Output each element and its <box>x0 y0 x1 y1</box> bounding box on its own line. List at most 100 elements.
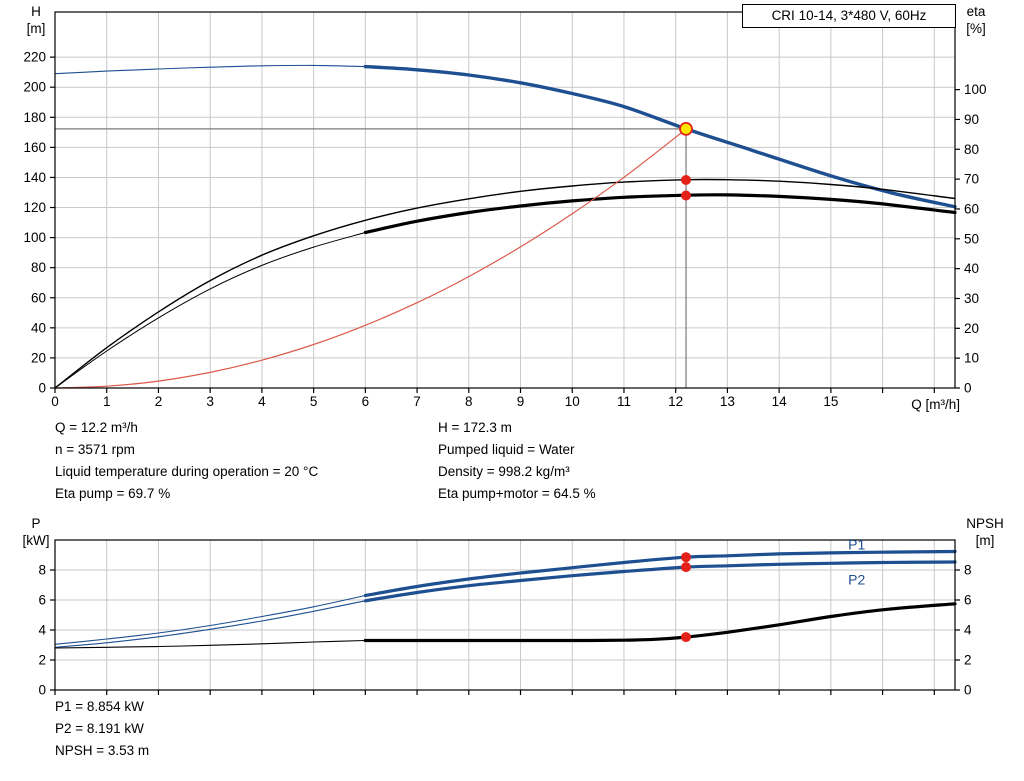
right-axis-title-unit: [%] <box>966 21 986 36</box>
gridlines <box>55 12 955 388</box>
right-tick-label: 4 <box>964 623 972 638</box>
summary-eta-pump: Eta pump = 69.7 % <box>55 486 171 501</box>
head-curve-thin <box>54 64 366 75</box>
left-tick-label: 100 <box>23 230 46 245</box>
left-tick-label: 0 <box>38 381 46 396</box>
left-tick-label: 220 <box>23 50 46 65</box>
summary-liquid: Pumped liquid = Water <box>438 442 575 457</box>
left-axis-title: P <box>31 516 40 531</box>
x-tick-label: 6 <box>362 394 370 409</box>
left-axis-title-unit: [kW] <box>23 533 50 548</box>
right-tick-label: 10 <box>964 351 979 366</box>
x-tick-label: 13 <box>720 394 735 409</box>
left-tick-label: 4 <box>38 623 46 638</box>
right-tick-label: 8 <box>964 563 972 578</box>
right-axis-title-unit: [m] <box>976 533 995 548</box>
right-tick-label: 90 <box>964 112 979 127</box>
power-npsh-chart: 0 2 4 6 8 0 2 4 6 8 P [kW] NPSH [m] P1 P2 <box>23 516 1004 698</box>
summary-head: H = 172.3 m <box>438 420 512 435</box>
power-summary: P1 = 8.854 kW P2 = 8.191 kW NPSH = 3.53 … <box>55 696 149 762</box>
duty-point-marker[interactable] <box>679 121 693 136</box>
eta-pump-motor-marker <box>681 190 691 201</box>
eta-pump-motor-curve-thin <box>54 232 366 389</box>
right-tick-label: 2 <box>964 653 972 668</box>
left-tick-label: 60 <box>31 290 46 305</box>
x-tick-label: 4 <box>258 394 266 409</box>
right-tick-label: 20 <box>964 321 979 336</box>
plot-border <box>54 539 956 691</box>
summary-flow: Q = 12.2 m³/h <box>55 420 138 435</box>
summary-eta-pump-motor: Eta pump+motor = 64.5 % <box>438 486 596 501</box>
x-tick-label: 3 <box>206 394 214 409</box>
left-axis-title: H <box>31 4 41 19</box>
x-tick-label: 5 <box>310 394 318 409</box>
duty-summary-left: Q = 12.2 m³/h n = 3571 rpm Liquid temper… <box>55 417 318 505</box>
p1-curve-thin <box>54 594 366 645</box>
left-tick-label: 200 <box>23 80 46 95</box>
x-tick-label: 1 <box>103 394 111 409</box>
p2-marker <box>681 562 691 573</box>
summary-p2: P2 = 8.191 kW <box>55 721 144 736</box>
left-axis-title-unit: [m] <box>27 21 46 36</box>
right-tick-label: 100 <box>964 82 987 97</box>
pump-variant-title: CRI 10-14, 3*480 V, 60Hz <box>742 4 956 28</box>
right-tick-label: 0 <box>964 381 972 396</box>
head-curve <box>363 64 957 209</box>
right-tick-label: 0 <box>964 683 972 698</box>
left-tick-label: 6 <box>38 593 46 608</box>
right-tick-label: 50 <box>964 231 979 246</box>
hq-eta-chart: 0 1 2 3 4 5 6 7 8 9 10 11 12 13 14 15020406080100120140… <box>23 4 987 412</box>
x-tick-label: 10 <box>565 394 580 409</box>
left-tick-label: 40 <box>31 320 46 335</box>
system-curve-curve <box>54 128 687 389</box>
summary-npsh: NPSH = 3.53 m <box>55 743 150 758</box>
left-tick-label: 140 <box>23 170 46 185</box>
curve-label-p1: P1 <box>848 537 865 553</box>
summary-temperature: Liquid temperature during operation = 20… <box>55 464 319 479</box>
x-axis-title: Q [m³/h] <box>911 397 960 412</box>
left-tick-label: 120 <box>23 200 46 215</box>
plot-border <box>54 11 956 389</box>
left-tick-label: 0 <box>38 683 46 698</box>
p1-curve <box>363 549 957 598</box>
right-tick-label: 70 <box>964 172 979 187</box>
axis-ticks <box>50 569 960 695</box>
eta-pump-motor-curve <box>363 193 957 235</box>
left-tick-label: 8 <box>38 563 46 578</box>
duty-summary-right: H = 172.3 m Pumped liquid = Water Densit… <box>438 417 596 505</box>
x-tick-label: 14 <box>772 394 788 409</box>
p2-curve-thin <box>54 600 366 648</box>
summary-p1: P1 = 8.854 kW <box>55 699 144 714</box>
x-tick-label: 9 <box>517 394 525 409</box>
eta-pump-curve <box>54 178 956 389</box>
left-tick-label: 160 <box>23 140 46 155</box>
right-tick-label: 40 <box>964 261 979 276</box>
left-tick-label: 80 <box>31 260 46 275</box>
right-axis-title: eta <box>967 4 986 19</box>
x-tick-label: 8 <box>465 394 473 409</box>
x-tick-label: 7 <box>413 394 421 409</box>
x-tick-label: 2 <box>155 394 163 409</box>
left-tick-label: 180 <box>23 110 46 125</box>
npsh-marker <box>681 632 691 643</box>
summary-speed: n = 3571 rpm <box>55 442 135 457</box>
p1-marker <box>681 552 691 563</box>
npsh-curve <box>363 602 957 643</box>
right-tick-label: 6 <box>964 593 972 608</box>
summary-density: Density = 998.2 kg/m³ <box>438 464 570 479</box>
right-tick-label: 60 <box>964 201 979 216</box>
x-tick-label: 15 <box>823 394 838 409</box>
right-tick-label: 30 <box>964 291 979 306</box>
left-tick-label: 20 <box>31 350 46 365</box>
x-tick-label: 12 <box>668 394 683 409</box>
axis-ticks <box>50 56 960 393</box>
p2-curve <box>363 560 957 603</box>
right-axis-title: NPSH <box>966 516 1004 531</box>
curve-label-p2: P2 <box>848 572 865 588</box>
left-tick-label: 2 <box>38 653 46 668</box>
duty-guides <box>55 128 687 388</box>
x-tick-label: 11 <box>617 394 631 409</box>
right-tick-label: 80 <box>964 142 979 157</box>
npsh-curve-thin <box>54 639 366 649</box>
